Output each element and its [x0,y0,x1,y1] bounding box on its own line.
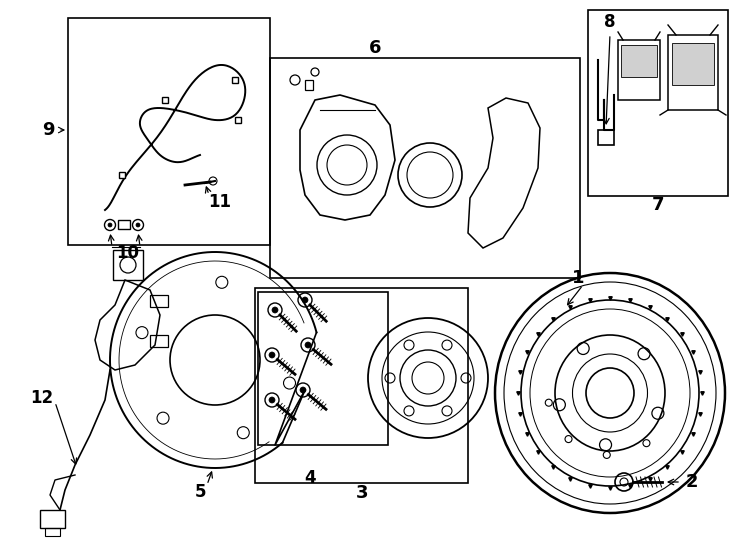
Bar [118,220,130,229]
Circle shape [108,223,112,227]
Text: 3: 3 [356,484,368,502]
Text: 9: 9 [42,121,54,139]
Text: 12: 12 [30,389,54,407]
Bar [618,40,660,100]
Circle shape [136,223,140,227]
Text: 7: 7 [652,196,664,214]
Bar [150,335,168,347]
Bar [621,45,657,77]
Circle shape [269,397,275,403]
Circle shape [269,352,275,358]
Bar [598,130,614,145]
Text: 6: 6 [368,39,381,57]
Bar [672,43,714,85]
Circle shape [305,342,311,348]
Bar [40,510,65,528]
Bar [588,10,728,196]
Text: 11: 11 [208,193,231,211]
Text: 5: 5 [195,483,206,501]
Bar [68,18,270,245]
Bar [255,288,468,483]
Text: 8: 8 [604,13,616,31]
Text: 2: 2 [686,473,698,491]
Bar [270,58,580,278]
Bar [305,80,313,90]
Circle shape [302,297,308,303]
Bar [150,295,168,307]
Text: 1: 1 [572,269,584,287]
Circle shape [272,307,278,313]
Bar [668,35,718,110]
Circle shape [300,387,306,393]
Bar [113,250,143,280]
Bar [45,528,60,536]
Bar [258,292,388,445]
Text: 10: 10 [117,244,139,262]
Text: 4: 4 [304,469,316,487]
